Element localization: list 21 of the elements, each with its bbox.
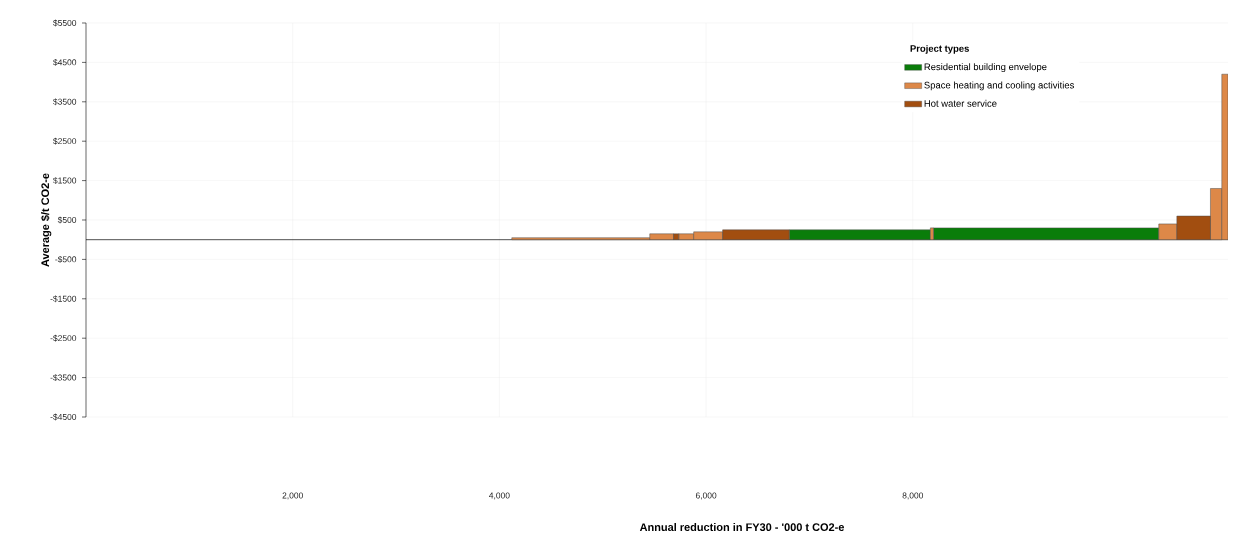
x-tick-label: 6,000 — [695, 492, 717, 500]
y-tick-label: $1500 — [53, 177, 77, 185]
legend-label: Residential building envelope — [924, 63, 1047, 73]
x-tick-label: 2,000 — [282, 492, 303, 500]
y-tick-label: $2500 — [53, 137, 77, 145]
y-tick-label: -$4500 — [50, 413, 77, 421]
y-tick-label: $5500 — [53, 19, 77, 27]
y-tick-label: -$2500 — [50, 334, 77, 342]
y-tick-label: $4500 — [53, 58, 77, 66]
legend-label: Space heating and cooling activities — [924, 81, 1074, 91]
y-axis-title: Average $/t CO2-e — [40, 173, 52, 267]
x-axis-title: Annual reduction in FY30 - '000 t CO2-e — [639, 522, 845, 532]
legend-title: Project types — [910, 44, 969, 54]
y-tick-label: $500 — [57, 216, 77, 224]
x-tick-label: 4,000 — [488, 492, 510, 500]
y-tick-label: $3500 — [53, 98, 77, 106]
x-tick-label: 8,000 — [902, 492, 924, 500]
y-tick-label: -$1500 — [50, 295, 77, 303]
legend-label: Hot water service — [924, 99, 997, 107]
y-tick-label: -$500 — [55, 255, 77, 263]
y-tick-label: -$3500 — [50, 374, 77, 382]
